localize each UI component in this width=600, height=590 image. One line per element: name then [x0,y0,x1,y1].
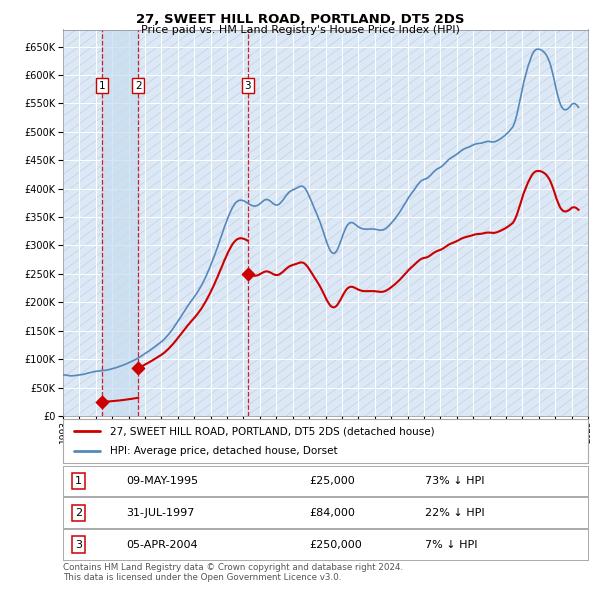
Text: 2: 2 [135,81,142,90]
Text: 27, SWEET HILL ROAD, PORTLAND, DT5 2DS (detached house): 27, SWEET HILL ROAD, PORTLAND, DT5 2DS (… [110,427,435,436]
Text: 3: 3 [245,81,251,90]
Bar [102,30,138,416]
Text: HPI: Average price, detached house, Dorset: HPI: Average price, detached house, Dors… [110,446,338,455]
Text: 22% ↓ HPI: 22% ↓ HPI [425,508,485,517]
Text: 05-APR-2004: 05-APR-2004 [126,540,197,549]
Text: 3: 3 [75,540,82,549]
Point [243,269,253,278]
Text: 73% ↓ HPI: 73% ↓ HPI [425,476,485,486]
Text: 1: 1 [98,81,105,90]
Text: £25,000: £25,000 [310,476,355,486]
Text: Price paid vs. HM Land Registry's House Price Index (HPI): Price paid vs. HM Land Registry's House … [140,25,460,35]
Text: £250,000: £250,000 [310,540,362,549]
Text: Contains HM Land Registry data © Crown copyright and database right 2024.
This d: Contains HM Land Registry data © Crown c… [63,563,403,582]
Text: 27, SWEET HILL ROAD, PORTLAND, DT5 2DS: 27, SWEET HILL ROAD, PORTLAND, DT5 2DS [136,13,464,26]
Text: 1: 1 [75,476,82,486]
Point [133,363,143,373]
Point [97,397,107,407]
Text: 31-JUL-1997: 31-JUL-1997 [126,508,194,517]
Text: 2: 2 [75,508,82,517]
Text: £84,000: £84,000 [310,508,356,517]
Text: 09-MAY-1995: 09-MAY-1995 [126,476,198,486]
Text: 7% ↓ HPI: 7% ↓ HPI [425,540,478,549]
